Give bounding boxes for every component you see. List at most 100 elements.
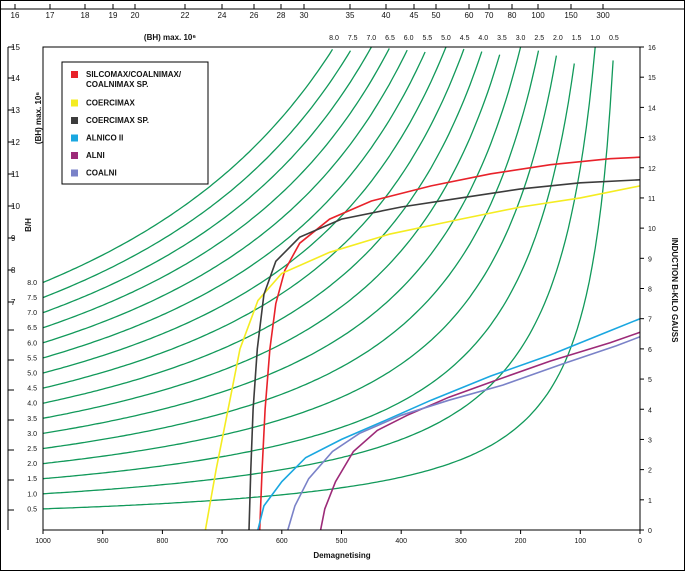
top-bh-tick-label: 40 bbox=[382, 11, 391, 20]
left-bh-tick-label: 11 bbox=[11, 170, 20, 179]
legend-entry: COERCIMAX bbox=[86, 99, 136, 108]
x-tick-label: 300 bbox=[455, 538, 467, 545]
x-tick-label: 600 bbox=[276, 538, 288, 545]
right-y-tick-label: 9 bbox=[648, 256, 652, 263]
legend-entry: SILCOMAX/COALNIMAX/COALNIMAX SP. bbox=[86, 70, 182, 89]
top-bh-tick-label: 300 bbox=[596, 11, 610, 20]
right-y-tick-label: 3 bbox=[648, 437, 652, 444]
top-bhmax-label: 2.5 bbox=[534, 35, 544, 42]
right-y-tick-label: 10 bbox=[648, 226, 656, 233]
left-bh-tick-label: 13 bbox=[11, 106, 20, 115]
left-bh-tick-label: 10 bbox=[11, 202, 20, 211]
top-bh-tick-label: 16 bbox=[11, 11, 20, 20]
legend-swatch bbox=[71, 117, 78, 124]
iso-bhmax-curve bbox=[42, 50, 352, 299]
iso-bhmax-curve bbox=[42, 50, 540, 450]
right-y-tick-label: 16 bbox=[648, 45, 656, 52]
x-tick-label: 800 bbox=[157, 538, 169, 545]
left-bhmax-label: 4.5 bbox=[27, 386, 37, 393]
top-bhmax-label: 4.5 bbox=[460, 35, 470, 42]
iso-bhmax-curve bbox=[42, 46, 372, 314]
material-curves bbox=[204, 156, 641, 531]
left-bhmax-label: 7.5 bbox=[27, 295, 37, 302]
x-tick-label: 900 bbox=[97, 538, 109, 545]
left-bh-tick-label: 12 bbox=[11, 138, 20, 147]
right-y-tick-label: 6 bbox=[648, 347, 652, 354]
right-y-tick-label: 7 bbox=[648, 317, 652, 324]
bhmax-top-label: (BH) max. 10⁶ bbox=[144, 33, 196, 42]
left-bhmax-label: 2.0 bbox=[27, 461, 37, 468]
legend: SILCOMAX/COALNIMAX/COALNIMAX SP. COERCIMA… bbox=[61, 61, 209, 185]
iso-bhmax-curve bbox=[42, 48, 334, 284]
top-bh-tick-label: 70 bbox=[485, 11, 494, 20]
right-y-tick-label: 11 bbox=[648, 196, 655, 203]
left-bhmax-label: 1.0 bbox=[27, 491, 37, 498]
top-bhmax-label: 5.5 bbox=[422, 35, 432, 42]
right-y-axis-label: INDUCTION B-KILO GAUSS bbox=[670, 238, 679, 344]
legend-swatch bbox=[71, 169, 78, 177]
material-curve bbox=[248, 179, 641, 531]
iso-bhmax-curve bbox=[42, 51, 426, 359]
top-bhmax-label: 7.0 bbox=[366, 35, 376, 42]
x-tick-label: 100 bbox=[574, 538, 586, 545]
left-bhmax-label: 2.5 bbox=[27, 446, 37, 453]
iso-bhmax-curve bbox=[42, 49, 408, 344]
x-tick-label: 1000 bbox=[35, 538, 51, 545]
left-bh-tick-label: 9 bbox=[11, 234, 16, 243]
top-bh-tick-label: 19 bbox=[109, 11, 118, 20]
right-y-tick-label: 12 bbox=[648, 166, 656, 173]
left-bh-tick-label: 8 bbox=[11, 266, 16, 275]
top-bh-tick-label: 30 bbox=[300, 11, 309, 20]
top-bh-tick-label: 35 bbox=[346, 11, 355, 20]
top-bh-tick-label: 100 bbox=[531, 11, 545, 20]
right-y-tick-label: 13 bbox=[648, 136, 656, 143]
left-bhmax-label: 8.0 bbox=[27, 280, 37, 287]
left-bhmax-label: 7.0 bbox=[27, 310, 37, 317]
left-bhmax-label: 4.0 bbox=[27, 401, 37, 408]
x-tick-label: 0 bbox=[638, 538, 642, 545]
top-bh-tick-label: 22 bbox=[181, 11, 190, 20]
top-bhmax-label: 5.0 bbox=[441, 35, 451, 42]
iso-bhmax-curve bbox=[42, 46, 522, 435]
left-bhmax-label: 1.5 bbox=[27, 476, 37, 483]
top-bh-tick-label: 20 bbox=[131, 11, 140, 20]
top-bhmax-label: 6.5 bbox=[385, 35, 395, 42]
top-bh-tick-label: 150 bbox=[564, 11, 578, 20]
right-y-tick-label: 2 bbox=[648, 468, 652, 475]
left-bh-tick-label: 14 bbox=[11, 74, 20, 83]
top-bhmax-label: 3.5 bbox=[497, 35, 507, 42]
top-bhmax-label: 8.0 bbox=[329, 35, 339, 42]
iso-bhmax-curve bbox=[42, 46, 447, 374]
material-curve bbox=[204, 185, 641, 531]
right-y-tick-label: 4 bbox=[648, 407, 652, 414]
iso-bhmax-curve bbox=[42, 51, 483, 404]
legend-entry: ALNI bbox=[86, 151, 105, 160]
material-curve bbox=[257, 317, 641, 531]
iso-bhmax-curve bbox=[42, 60, 614, 510]
iso-bhmax-curve bbox=[42, 63, 575, 480]
top-bhmax-label: 1.5 bbox=[572, 35, 582, 42]
right-y-tick-label: 5 bbox=[648, 377, 652, 384]
x-tick-label: 400 bbox=[395, 538, 407, 545]
legend-swatch bbox=[71, 152, 78, 159]
top-bh-tick-label: 50 bbox=[432, 11, 441, 20]
top-bh-tick-label: 18 bbox=[81, 11, 90, 20]
material-curve bbox=[287, 336, 641, 531]
top-bh-tick-label: 60 bbox=[465, 11, 474, 20]
material-curve bbox=[319, 331, 641, 531]
top-bhmax-label: 7.5 bbox=[348, 35, 358, 42]
right-y-tick-label: 0 bbox=[648, 528, 652, 535]
left-bhmax-label: 6.0 bbox=[27, 340, 37, 347]
top-bhmax-label: 0.5 bbox=[609, 35, 619, 42]
left-bhmax-label: 5.5 bbox=[27, 355, 37, 362]
top-bh-tick-label: 45 bbox=[410, 11, 419, 20]
bh-ratio-label: B/H bbox=[24, 218, 33, 232]
x-tick-label: 500 bbox=[336, 538, 348, 545]
left-bh-tick-label: 15 bbox=[11, 43, 20, 52]
left-bhmax-label: 3.0 bbox=[27, 431, 37, 438]
top-bhmax-label: 2.0 bbox=[553, 35, 563, 42]
top-bh-tick-label: 28 bbox=[277, 11, 286, 20]
right-y-tick-label: 1 bbox=[648, 498, 652, 505]
